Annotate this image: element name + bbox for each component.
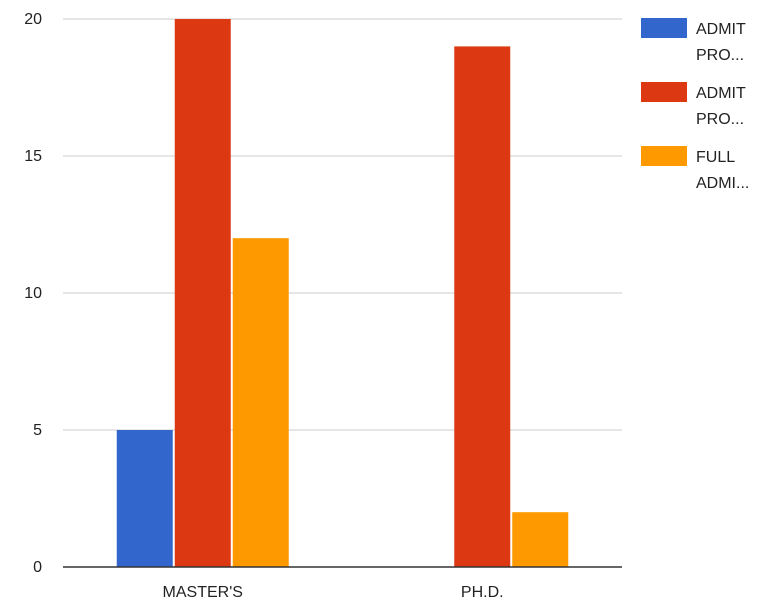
y-axis: 0 5 10 15 20 xyxy=(24,11,42,576)
gridlines xyxy=(63,18,622,431)
legend-label: PRO... xyxy=(696,111,744,128)
legend-swatch xyxy=(641,146,687,166)
x-tick-label: PH.D. xyxy=(461,584,504,601)
bar xyxy=(512,512,569,567)
y-tick-label: 5 xyxy=(33,422,42,439)
bar xyxy=(454,46,511,567)
legend: ADMIT PRO... ADMIT PRO... FULL ADMI... xyxy=(641,18,749,192)
y-tick-label: 0 xyxy=(33,559,42,576)
legend-swatch xyxy=(641,18,687,38)
x-tick-label: MASTER'S xyxy=(163,584,243,601)
y-tick-label: 15 xyxy=(24,148,42,165)
legend-label: ADMIT xyxy=(696,21,746,38)
x-axis: MASTER'S PH.D. xyxy=(163,584,504,601)
legend-swatch xyxy=(641,82,687,102)
bar xyxy=(116,430,173,567)
legend-label: PRO... xyxy=(696,47,744,64)
legend-label: ADMI... xyxy=(696,175,749,192)
legend-label: ADMIT xyxy=(696,85,746,102)
bar xyxy=(232,238,289,567)
y-tick-label: 10 xyxy=(24,285,42,302)
bar xyxy=(174,19,231,567)
legend-label: FULL xyxy=(696,149,735,166)
bars xyxy=(116,19,569,567)
y-tick-label: 20 xyxy=(24,11,42,28)
